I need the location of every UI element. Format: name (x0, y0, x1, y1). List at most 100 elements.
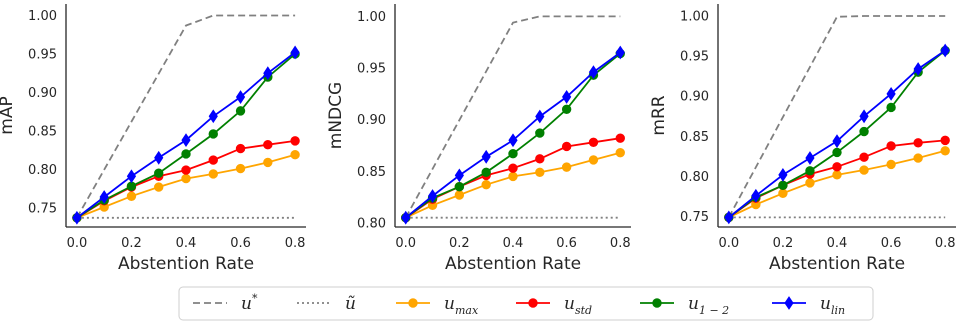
data-point-u-max (481, 179, 491, 190)
series-line-u-max (728, 149, 946, 219)
data-point-u-lin (72, 210, 82, 225)
data-point-u-1-2 (235, 106, 246, 116)
data-point-u-std (290, 136, 300, 146)
series-line-u-lin (728, 49, 946, 219)
series-line-ustar (404, 15, 621, 219)
data-point-u-std (181, 165, 191, 175)
data-point-u-1-2 (805, 166, 815, 176)
data-point-u-lin (208, 109, 218, 124)
data-point-u-max (208, 169, 218, 179)
x-tick-label: 0.8 (285, 236, 306, 251)
y-tick-label: 0.95 (28, 47, 57, 62)
legend-label-sub: std (575, 304, 592, 317)
data-point-u-max (535, 167, 545, 177)
chart-panels: 0.0 0.2 0.4 0.6 0.8 0.75 0.80 0.85 0.90 0.95 1.00 A… (0, 4, 956, 274)
data-point-u-max (886, 159, 896, 170)
data-point-u-1-2 (535, 128, 545, 138)
data-point-u-lin (508, 133, 518, 148)
legend-label: ũ (345, 294, 356, 314)
y-axis-title: mNDCG (326, 82, 346, 149)
data-point-u-lin (751, 188, 761, 203)
data-point-u-max (126, 191, 137, 201)
data-point-u-max (181, 173, 191, 184)
data-point-u-lin (588, 65, 599, 80)
x-tick-label: 0.2 (449, 236, 470, 251)
data-point-u-max (561, 162, 572, 172)
y-tick-label: 1.00 (28, 9, 57, 24)
y-tick-label: 0.80 (28, 163, 57, 178)
series-line-u-max (76, 153, 296, 219)
x-axis-title: Abstention Rate (118, 254, 254, 274)
data-point-u-1-2 (126, 181, 137, 191)
y-tick-label: 0.90 (357, 113, 386, 128)
series-line-ustar (76, 14, 296, 219)
y-tick-label: 0.95 (357, 62, 386, 77)
data-point-u-lin (481, 149, 491, 164)
chart-panel-mrr: 0.0 0.2 0.4 0.6 0.8 0.75 0.80 0.85 0.90 0.95 1.00 A… (649, 4, 956, 274)
legend-entry-utilde: ũ (297, 294, 356, 314)
data-point-u-lin (805, 151, 815, 165)
data-point-u-lin (886, 86, 896, 101)
data-point-u-1-2 (561, 104, 572, 115)
data-point-u-std (263, 140, 273, 150)
data-point-u-1-2 (778, 180, 788, 190)
data-point-u-lin (263, 66, 273, 81)
data-point-u-lin (454, 168, 464, 183)
x-tick-label: 0.4 (503, 236, 524, 251)
data-point-u-lin (913, 62, 923, 76)
y-tick-label: 0.85 (357, 165, 386, 180)
x-tick-label: 0.6 (556, 236, 577, 251)
chart-panel-mndcg: 0.0 0.2 0.4 0.6 0.8 0.80 0.85 0.90 0.95 1.00 Abste… (326, 4, 631, 274)
data-point-u-std (832, 162, 842, 172)
data-point-u-std (235, 143, 246, 154)
y-tick-label: 0.85 (28, 124, 57, 139)
legend-label-sup: * (252, 292, 258, 305)
y-tick-label: 1.00 (357, 10, 386, 25)
series-u-max (724, 146, 950, 223)
legend-marker (784, 296, 794, 310)
data-point-u-lin (778, 167, 788, 182)
y-tick-label: 0.75 (28, 201, 57, 216)
data-point-u-1-2 (481, 167, 491, 177)
data-point-u-std (886, 141, 896, 151)
x-tick-label: 0.8 (610, 236, 631, 251)
data-point-u-max (805, 178, 815, 188)
data-point-u-max (588, 155, 599, 165)
legend-marker (652, 298, 662, 308)
data-point-u-std (535, 154, 545, 164)
y-tick-label: 0.90 (28, 86, 57, 101)
y-axis-title: mAP (0, 96, 17, 134)
chart-panel-map: 0.0 0.2 0.4 0.6 0.8 0.75 0.80 0.85 0.90 0.95 1.00 A… (0, 4, 306, 274)
x-tick-label: 0.6 (881, 236, 902, 251)
data-point-u-lin (126, 169, 137, 184)
data-point-u-lin (235, 90, 246, 104)
series-ustar (728, 15, 946, 218)
data-point-u-1-2 (832, 147, 842, 158)
data-point-u-std (615, 133, 625, 143)
legend-label-sub: lin (831, 304, 845, 317)
data-point-u-std (913, 138, 923, 148)
legend-label-sub: 1 − 2 (699, 304, 729, 317)
data-point-u-max (454, 190, 465, 200)
data-point-u-max (154, 182, 164, 192)
legend-marker (408, 298, 418, 308)
data-point-u-1-2 (508, 148, 518, 159)
data-point-u-lin (154, 150, 164, 165)
x-tick-label: 0.2 (773, 236, 794, 251)
data-point-u-1-2 (181, 149, 191, 159)
data-point-u-1-2 (208, 129, 218, 139)
data-point-u-lin (401, 210, 411, 225)
data-point-u-std (859, 152, 869, 162)
data-point-u-max (778, 188, 788, 199)
data-point-u-lin (615, 45, 625, 60)
data-point-u-1-2 (454, 182, 465, 192)
data-point-u-max (913, 153, 923, 163)
data-point-u-1-2 (886, 102, 896, 113)
x-tick-label: 0.8 (935, 236, 956, 251)
y-axis-title: mRR (649, 95, 669, 135)
y-tick-label: 0.95 (680, 50, 709, 65)
y-tick-label: 0.80 (357, 216, 386, 231)
y-tick-label: 0.90 (680, 90, 709, 105)
x-tick-label: 0.0 (67, 236, 88, 251)
x-tick-label: 0.0 (395, 236, 416, 251)
